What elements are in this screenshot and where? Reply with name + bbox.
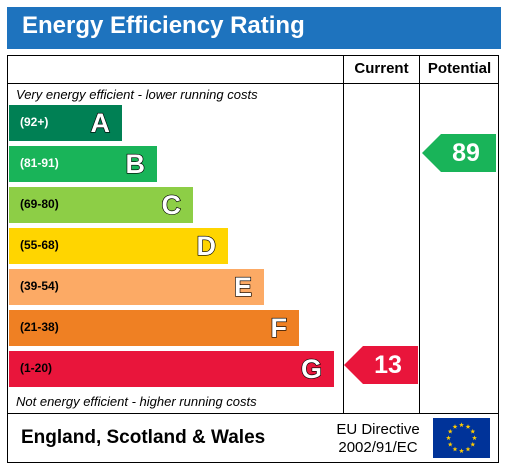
header-divider <box>7 83 499 84</box>
band-e: (39-54) E <box>9 269 264 305</box>
star-icon <box>447 441 453 447</box>
potential-rating-arrow: 89 <box>422 134 496 172</box>
band-range: (81-91) <box>20 156 59 170</box>
rating-table <box>7 55 499 463</box>
star-icon <box>465 424 471 429</box>
band-letter: A <box>90 107 111 138</box>
arrow-shape <box>344 346 418 384</box>
potential-rating-value: 89 <box>452 139 480 167</box>
band-d: (55-68) D <box>9 228 228 264</box>
footer-divider <box>7 413 499 414</box>
star-icon <box>470 441 476 447</box>
star-icon <box>465 446 471 452</box>
efficient-note: Very energy efficient - lower running co… <box>16 87 258 102</box>
band-range: (92+) <box>20 115 49 129</box>
column-divider <box>343 55 344 413</box>
current-column-header: Current <box>354 60 409 77</box>
band-b: (81-91) B <box>9 146 157 182</box>
band-range: (1-20) <box>20 361 53 375</box>
band-letter: C <box>161 189 182 220</box>
band-a: (92+) A <box>9 105 122 141</box>
band-range: (69-80) <box>20 197 59 211</box>
inefficient-note: Not energy efficient - higher running co… <box>16 394 257 409</box>
star-icon <box>470 428 476 434</box>
column-divider <box>419 55 420 413</box>
directive-line: 2002/91/EC <box>338 439 418 456</box>
star-icon <box>459 422 464 428</box>
star-icon <box>446 435 451 441</box>
eu-flag-icon <box>433 418 490 458</box>
band-range: (55-68) <box>20 238 59 252</box>
band-letter: G <box>300 353 322 384</box>
band-c: (69-80) C <box>9 187 193 223</box>
title-bar <box>7 7 501 49</box>
potential-column-header: Potential <box>427 60 492 77</box>
star-icon <box>459 448 464 454</box>
page-title: Energy Efficiency Rating <box>22 12 305 39</box>
current-rating-value: 13 <box>374 351 402 379</box>
current-rating-arrow: 13 <box>344 346 418 384</box>
band-g: (1-20) G <box>9 351 334 387</box>
band-range: (39-54) <box>20 279 59 293</box>
band-letter: E <box>233 271 252 302</box>
eu-directive: EU Directive 2002/91/EC <box>330 421 426 457</box>
star-icon <box>452 446 458 452</box>
star-icon <box>452 424 458 429</box>
star-icon <box>472 435 477 441</box>
star-icon <box>447 428 453 434</box>
band-f: (21-38) F <box>9 310 299 346</box>
band-letter: B <box>125 148 146 179</box>
band-letter: D <box>196 230 217 261</box>
band-letter: F <box>270 312 288 343</box>
band-range: (21-38) <box>20 320 59 334</box>
arrow-shape <box>422 134 496 172</box>
directive-line: EU Directive <box>336 421 420 438</box>
region-label: England, Scotland & Wales <box>21 427 266 448</box>
